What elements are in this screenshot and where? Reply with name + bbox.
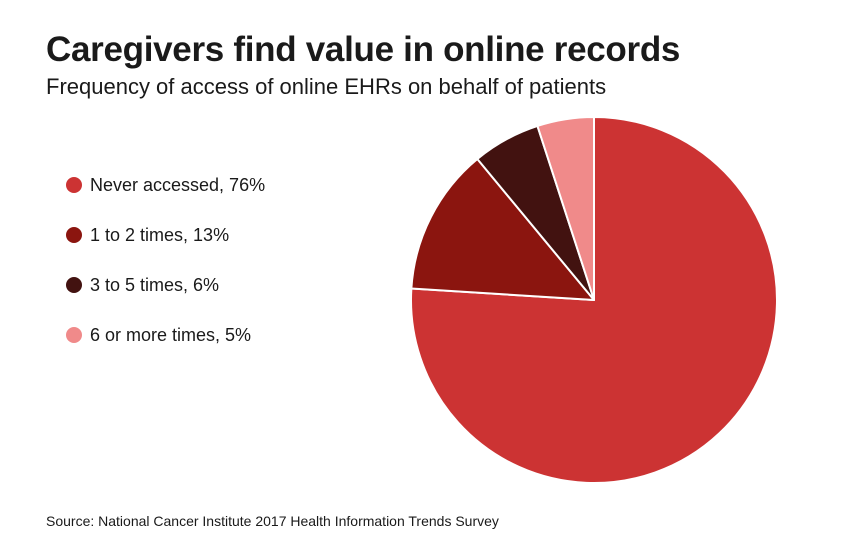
legend-swatch: [66, 177, 82, 193]
pie-slice-2: [410, 158, 595, 301]
legend-label: Never accessed, 76%: [90, 174, 266, 195]
chart-title: Caregivers find value in online records: [46, 30, 681, 69]
legend-label: 1 to 2 times, 13%: [90, 224, 230, 245]
legend-swatch: [66, 327, 82, 343]
pie-slice-4: [536, 116, 595, 301]
chart-subtitle: Frequency of access of online EHRs on be…: [46, 74, 607, 99]
legend: Never accessed, 76% 1 to 2 times, 13% 3 …: [66, 172, 265, 372]
legend-item: 1 to 2 times, 13%: [66, 222, 265, 248]
legend-swatch: [66, 277, 82, 293]
legend-swatch: [66, 227, 82, 243]
legend-item: 3 to 5 times, 6%: [66, 272, 265, 298]
legend-label: 3 to 5 times, 6%: [90, 274, 220, 295]
legend-item: Never accessed, 76%: [66, 172, 265, 198]
legend-item: 6 or more times, 5%: [66, 322, 265, 348]
source-note: Source: National Cancer Institute 2017 H…: [46, 513, 499, 529]
pie-slice-1: [409, 116, 778, 484]
legend-label: 6 or more times, 5%: [90, 324, 252, 345]
